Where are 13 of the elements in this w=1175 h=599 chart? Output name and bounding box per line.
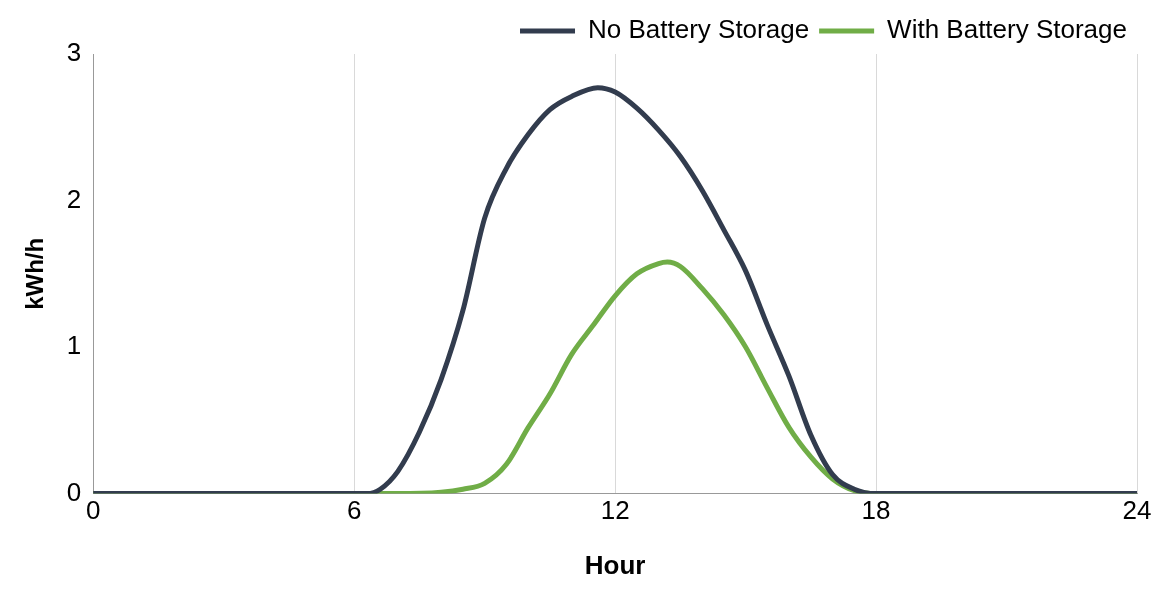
y-axis-title: kWh/h [21,237,49,310]
x-tick-label: 6 [346,495,362,526]
x-tick-label: 24 [1122,495,1152,526]
x-axis-title: Hour [584,549,646,580]
x-tick-label: 12 [600,495,630,526]
y-tick-label: 0 [66,476,82,507]
y-tick-label: 2 [66,183,82,214]
x-tick-label: 18 [861,495,891,526]
legend-label: No Battery Storage [588,14,810,45]
x-tick-label: 0 [86,495,101,526]
y-tick-label: 1 [66,330,82,361]
y-tick-label: 3 [66,37,82,68]
legend-label: With Battery Storage [887,14,1128,45]
